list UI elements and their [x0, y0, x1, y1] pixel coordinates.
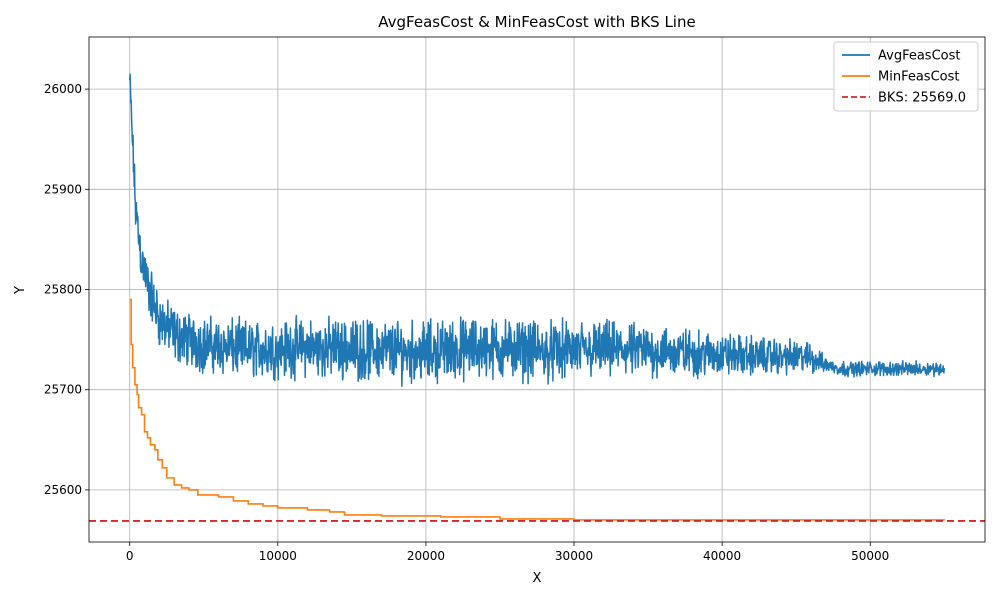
- y-tick-label: 25600: [44, 483, 82, 497]
- y-tick-label: 26000: [44, 82, 82, 96]
- y-tick-label: 25700: [44, 383, 82, 397]
- legend-label-minfeascost: MinFeasCost: [878, 70, 959, 85]
- x-tick-label: 50000: [851, 549, 889, 563]
- x-tick-label: 40000: [703, 549, 741, 563]
- y-tick-label: 25800: [44, 283, 82, 297]
- chart-title: AvgFeasCost & MinFeasCost with BKS Line: [378, 13, 695, 31]
- legend-label-bks: BKS: 25569.0: [878, 91, 966, 106]
- series-layer: [89, 73, 985, 522]
- y-axis-label: Y: [13, 286, 28, 295]
- series-line-avgfeascost: [128, 73, 946, 387]
- tick-layer: 0 10000 20000 30000 40000 50000 25600 25700 2580…: [44, 82, 890, 563]
- x-tick-label: 20000: [407, 549, 445, 563]
- x-tick-label: 0: [126, 549, 134, 563]
- x-axis-label: X: [533, 571, 542, 586]
- series-line-minfeascost: [129, 298, 946, 521]
- y-tick-label: 25900: [44, 182, 82, 196]
- legend: AvgFeasCost MinFeasCost BKS: 25569.0: [833, 41, 979, 112]
- x-tick-label: 10000: [259, 549, 297, 563]
- legend-label-avgfeascost: AvgFeasCost: [878, 49, 960, 64]
- x-tick-label: 30000: [555, 549, 593, 563]
- legend-box: [833, 41, 979, 112]
